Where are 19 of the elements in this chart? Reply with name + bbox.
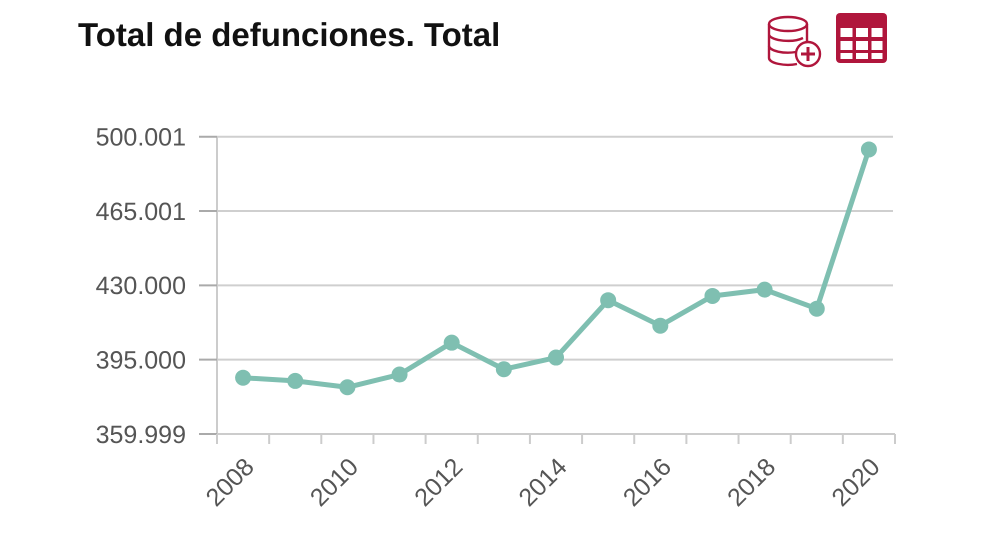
point	[600, 292, 616, 308]
point	[496, 361, 512, 378]
y-tick-label: 359.999	[96, 420, 186, 449]
chart-title: Total de defunciones. Total	[78, 16, 500, 53]
point	[756, 282, 773, 298]
y-tick-label: 395.000	[96, 346, 186, 374]
point	[235, 370, 252, 386]
point	[287, 372, 304, 389]
point	[548, 350, 564, 366]
y-tick-label: 500.001	[96, 123, 186, 152]
y-tick-label: 465.001	[96, 198, 186, 226]
point	[652, 318, 668, 334]
point	[444, 334, 460, 351]
point	[808, 300, 825, 317]
point	[392, 366, 408, 383]
point	[704, 288, 720, 304]
y-tick-label: 430.000	[96, 272, 186, 300]
point	[339, 379, 356, 396]
point	[860, 141, 877, 158]
